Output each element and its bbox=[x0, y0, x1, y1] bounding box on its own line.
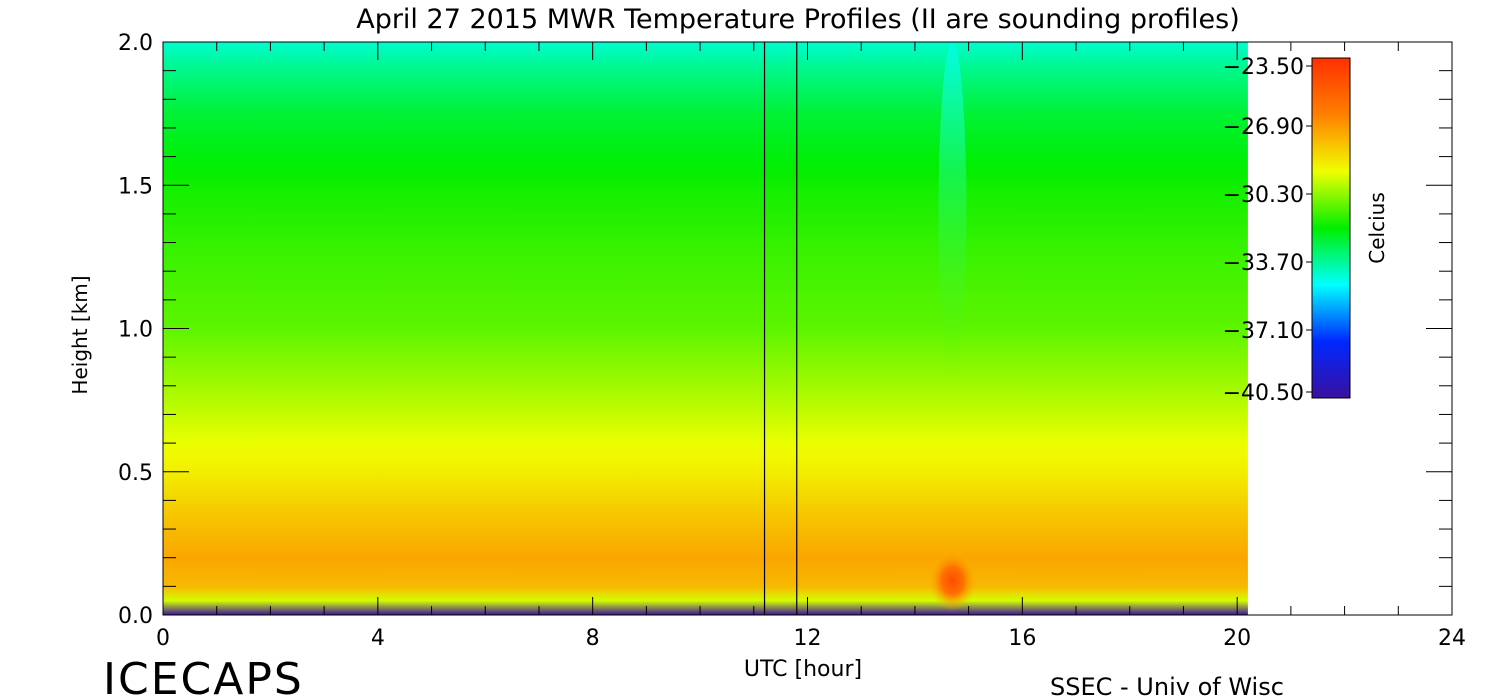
colorbar-tick-label: −23.50 bbox=[1223, 55, 1304, 80]
colorbar-tick-label: −40.50 bbox=[1223, 381, 1304, 406]
warm-spot-feature bbox=[928, 550, 977, 611]
colorbar-tick-label: −37.10 bbox=[1223, 319, 1304, 344]
y-tick-label: 1.5 bbox=[118, 174, 153, 199]
y-tick-label: 0.0 bbox=[118, 604, 153, 629]
axes: 0 4 8 12 16 20 24 0.0 0.5 1.0 1.5 2.0 bbox=[118, 31, 1466, 651]
colorbar-tick-label: −30.30 bbox=[1223, 183, 1304, 208]
colorbar-label: Celcius bbox=[1365, 192, 1389, 263]
cool-column-feature bbox=[938, 42, 967, 386]
plot-area bbox=[163, 42, 1248, 615]
x-axis-label: UTC [hour] bbox=[744, 657, 862, 682]
y-tick-label: 2.0 bbox=[118, 31, 153, 56]
colorbar: −23.50 −26.90 −30.30 −33.70 −37.10 −40.50 Celc… bbox=[1223, 55, 1389, 406]
x-tick-label: 16 bbox=[1008, 626, 1036, 651]
x-tick-label: 24 bbox=[1438, 626, 1466, 651]
temperature-field bbox=[163, 42, 1248, 615]
colorbar-tick-label: −33.70 bbox=[1223, 251, 1304, 276]
y-tick-label: 1.0 bbox=[118, 318, 153, 343]
x-tick-label: 0 bbox=[156, 626, 170, 651]
x-tick-label: 4 bbox=[371, 626, 385, 651]
colorbar-swatch bbox=[1311, 57, 1351, 399]
x-tick-label: 12 bbox=[794, 626, 822, 651]
colorbar-tick-label: −26.90 bbox=[1223, 115, 1304, 140]
x-tick-label: 8 bbox=[586, 626, 600, 651]
chart-title: April 27 2015 MWR Temperature Profiles (… bbox=[356, 4, 1240, 35]
y-axis-label: Height [km] bbox=[68, 275, 92, 394]
footer-left-logo: ICECAPS bbox=[103, 654, 304, 700]
y-tick-label: 0.5 bbox=[118, 461, 153, 486]
x-tick-label: 20 bbox=[1223, 626, 1251, 651]
footer-right-credit: SSEC - Univ of Wisc bbox=[1050, 673, 1284, 700]
